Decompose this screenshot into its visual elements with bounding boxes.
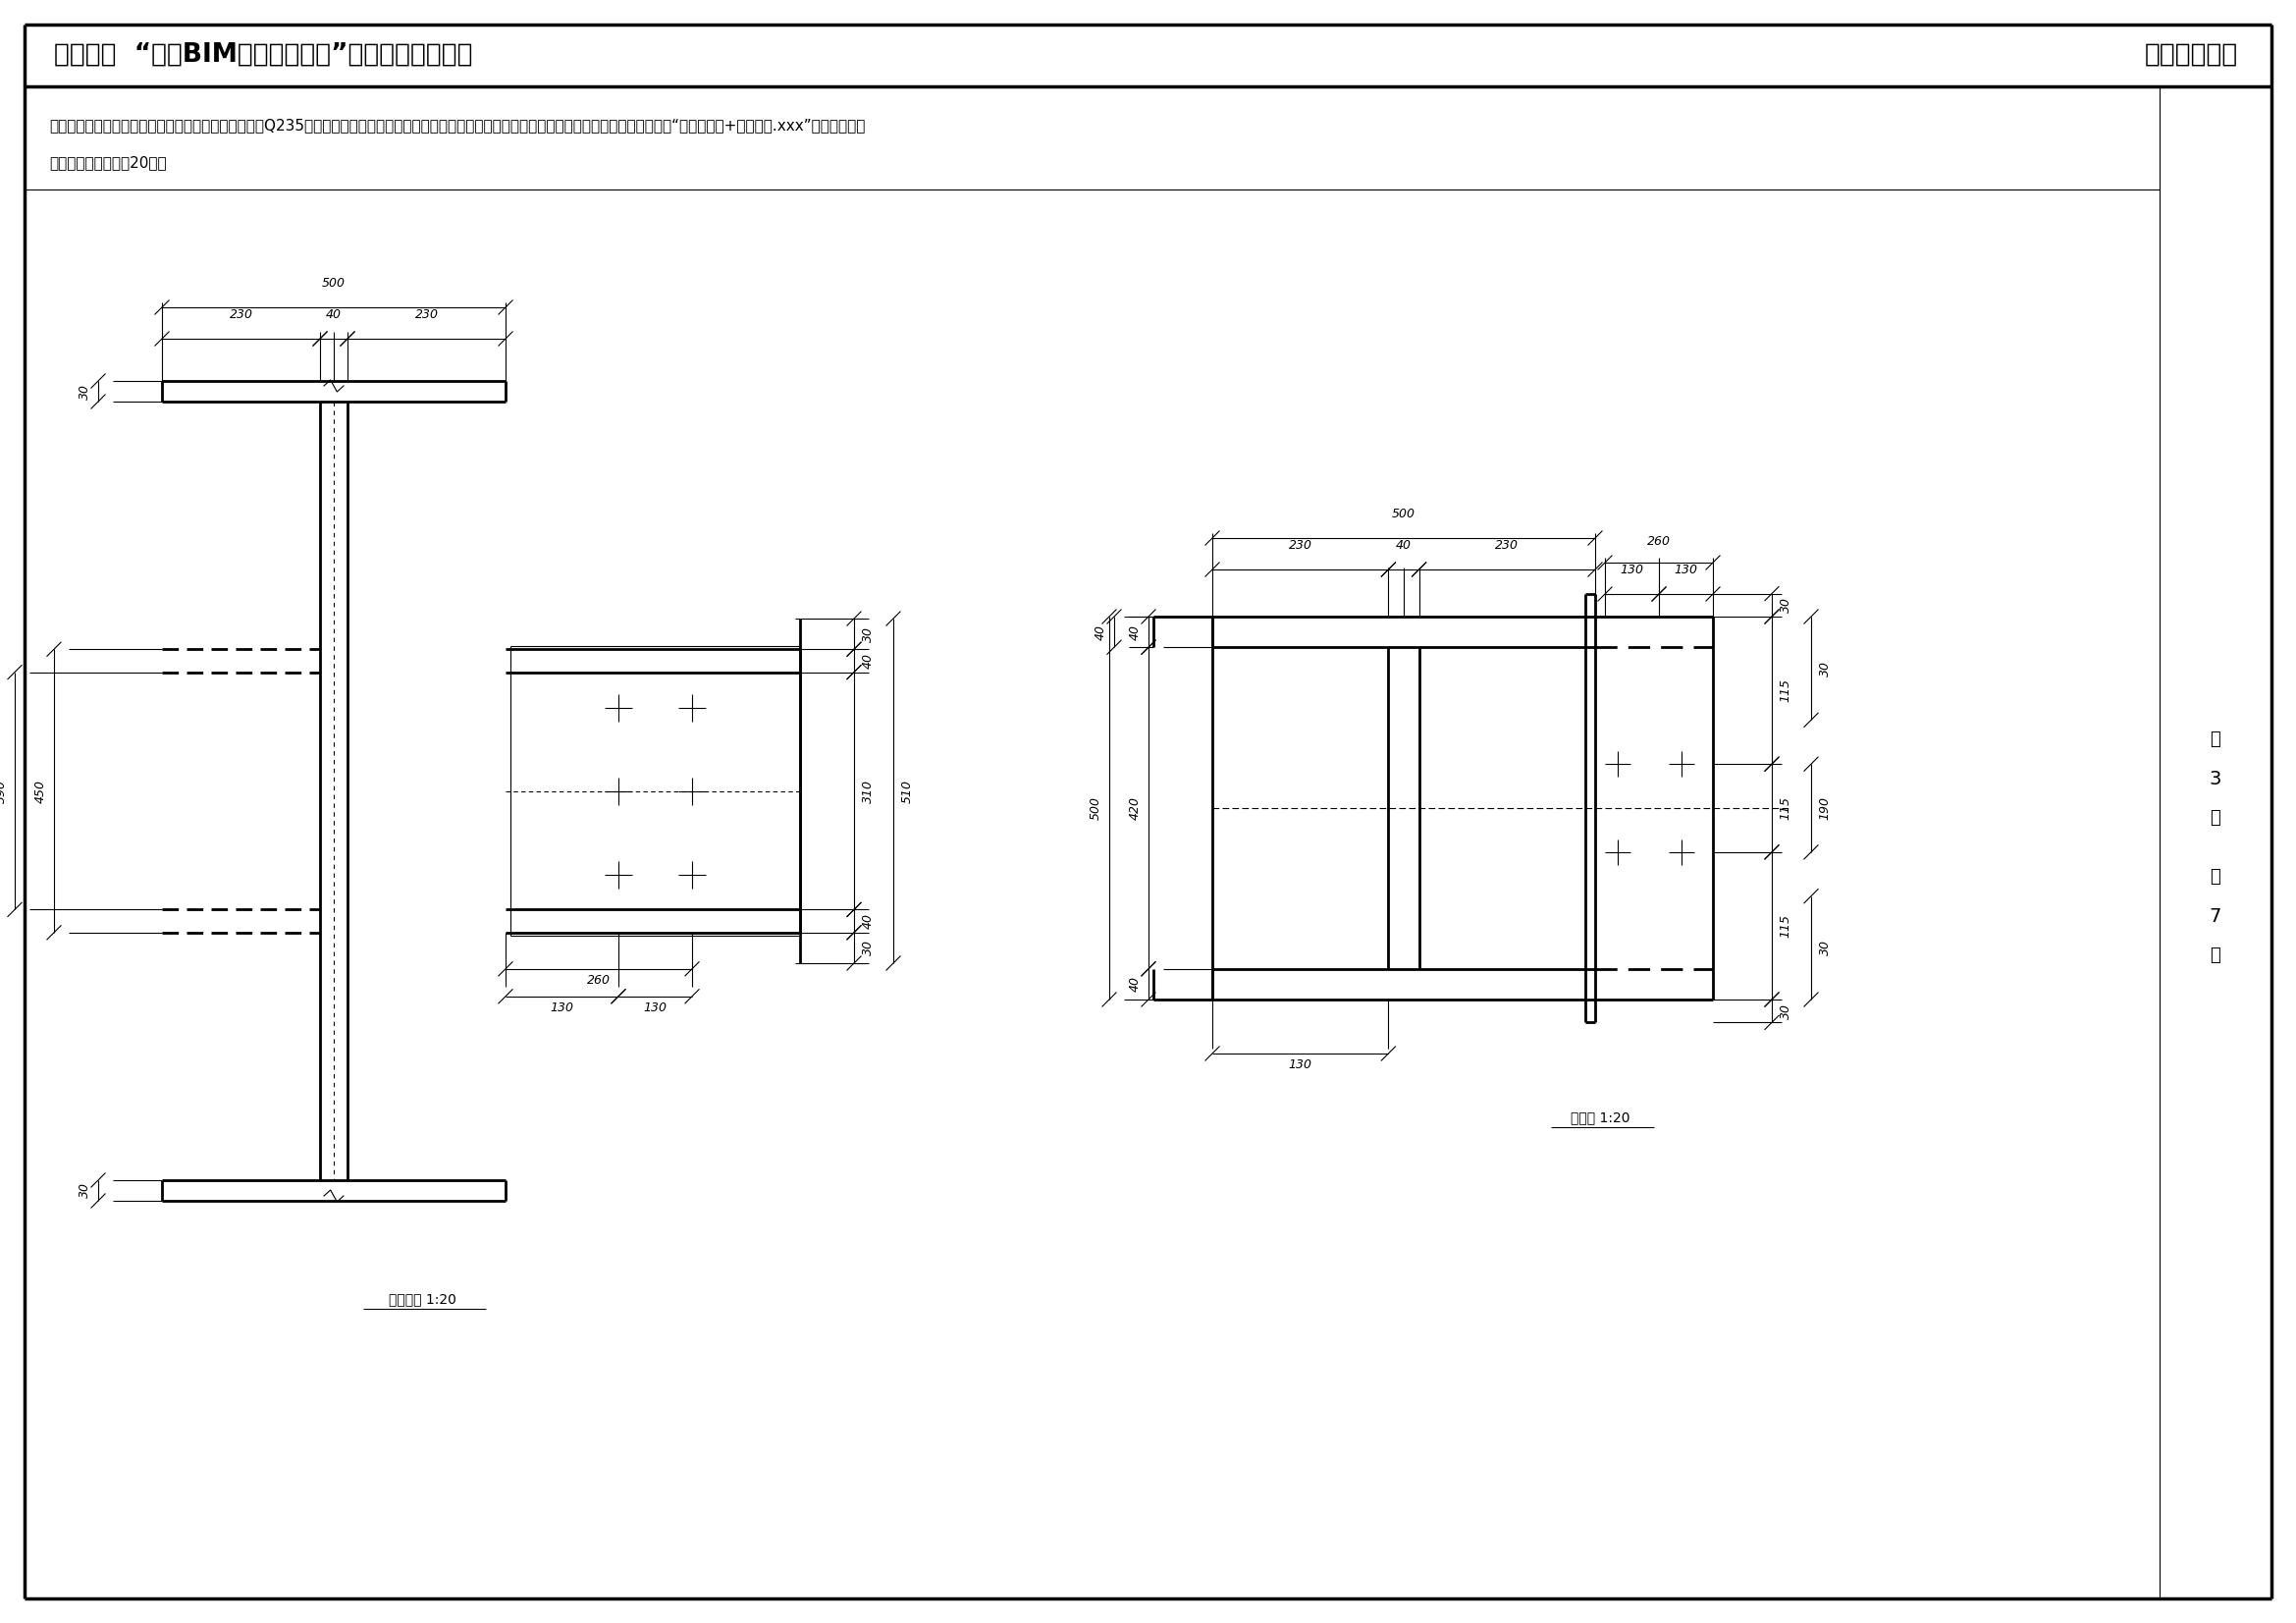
- Text: 7: 7: [2209, 907, 2223, 925]
- Text: 500: 500: [321, 278, 344, 289]
- Text: 500: 500: [1391, 508, 1417, 521]
- Text: 230: 230: [1288, 539, 1311, 552]
- Text: 3: 3: [2209, 769, 2223, 787]
- Text: 130: 130: [1288, 1058, 1311, 1071]
- Text: 页: 页: [2211, 946, 2220, 964]
- Text: 230: 230: [1495, 539, 1520, 552]
- Text: 到考生文件夹中。（20分）: 到考生文件夹中。（20分）: [48, 156, 168, 170]
- Text: 420: 420: [1127, 797, 1141, 820]
- Text: 第: 第: [2211, 730, 2220, 748]
- Text: 40: 40: [1127, 977, 1141, 992]
- Text: 30: 30: [861, 940, 875, 956]
- Text: 450: 450: [34, 779, 46, 803]
- Text: 30: 30: [78, 383, 92, 399]
- Text: 230: 230: [416, 308, 439, 321]
- Text: 115: 115: [1779, 914, 1791, 938]
- Text: 侧视图 1:20: 侧视图 1:20: [1570, 1110, 1630, 1125]
- Text: 30: 30: [1779, 597, 1791, 613]
- Text: 40: 40: [326, 308, 342, 321]
- Text: 310: 310: [861, 779, 875, 803]
- Text: 130: 130: [551, 1001, 574, 1014]
- Text: 正立面图 1:20: 正立面图 1:20: [388, 1292, 457, 1307]
- Text: 30: 30: [1779, 1003, 1791, 1019]
- Text: 40: 40: [861, 652, 875, 669]
- Text: 页: 页: [2211, 808, 2220, 826]
- Text: 30: 30: [78, 1183, 92, 1198]
- Text: 40: 40: [1127, 625, 1141, 639]
- Text: 190: 190: [1818, 797, 1832, 820]
- Text: 30: 30: [861, 626, 875, 641]
- Text: 30: 30: [1818, 661, 1832, 677]
- Text: 230: 230: [230, 308, 253, 321]
- Text: 中国图学学会: 中国图学学会: [2144, 42, 2239, 68]
- Text: 130: 130: [1621, 563, 1644, 576]
- Text: 第十五期  “全国BIM技能等级考试”二级（结构）试题: 第十五期 “全国BIM技能等级考试”二级（结构）试题: [55, 42, 473, 68]
- Text: 260: 260: [588, 974, 611, 987]
- Text: 510: 510: [900, 779, 914, 803]
- Text: 130: 130: [643, 1001, 668, 1014]
- Text: 三、请根据下图创建工字钢及其节点模型，钢材强度取Q235，螺栓尺寸及造型、锚固深度和钢柱高度自行选择合理值，未标明尺寸不作要求，请将模型以“工字钢节点+考生姓名: 三、请根据下图创建工字钢及其节点模型，钢材强度取Q235，螺栓尺寸及造型、锚固深…: [48, 118, 866, 133]
- Text: 130: 130: [1674, 563, 1697, 576]
- Text: 共: 共: [2211, 868, 2220, 886]
- Text: 115: 115: [1779, 678, 1791, 703]
- Text: 30: 30: [1818, 940, 1832, 956]
- Text: 40: 40: [1093, 625, 1107, 639]
- Text: 40: 40: [861, 914, 875, 928]
- Text: 260: 260: [1646, 536, 1671, 549]
- Text: 40: 40: [1396, 539, 1412, 552]
- Text: 390: 390: [0, 779, 7, 803]
- Text: 500: 500: [1088, 797, 1102, 820]
- Text: 115: 115: [1779, 797, 1791, 820]
